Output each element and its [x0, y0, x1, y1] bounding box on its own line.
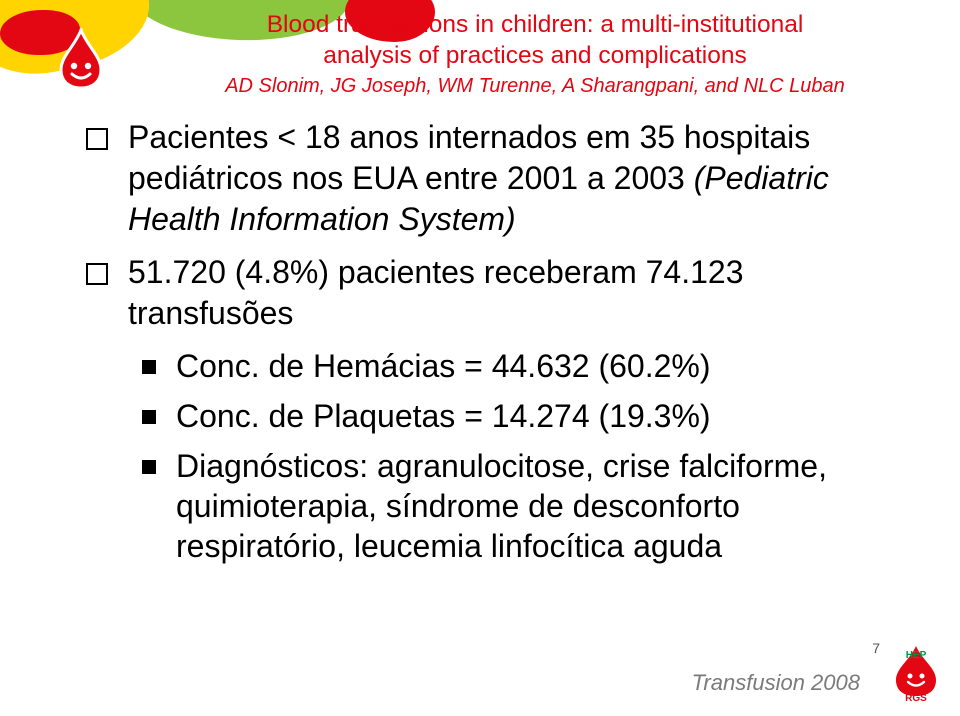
bullet-l1: Pacientes < 18 anos internados em 35 hos… [80, 117, 900, 240]
hep-rgs-logo-icon: HEP RGS [886, 644, 946, 702]
title-line-1: Blood transfusions in children: a multi-… [200, 10, 870, 41]
bullet-text: Diagnósticos: agranulocitose, crise falc… [176, 448, 827, 564]
bullet-l2: Conc. de Hemácias = 44.632 (60.2%) [80, 346, 900, 386]
logo-bottom-label: RGS [905, 693, 927, 702]
page-number: 7 [872, 640, 880, 656]
authors-line: AD Slonim, JG Joseph, WM Turenne, A Shar… [200, 73, 870, 99]
logo-top-label: HEP [906, 650, 927, 661]
bullet-list: Pacientes < 18 anos internados em 35 hos… [80, 117, 900, 566]
bullet-l2: Diagnósticos: agranulocitose, crise falc… [80, 446, 900, 566]
bullet-text: 51.720 (4.8%) pacientes receberam 74.123… [128, 254, 744, 331]
title-block: Blood transfusions in children: a multi-… [200, 10, 870, 99]
slide-content: Blood transfusions in children: a multi-… [0, 0, 960, 716]
bullet-text: Conc. de Hemácias = 44.632 (60.2%) [176, 348, 711, 384]
bullet-text: Conc. de Plaquetas = 14.274 (19.3%) [176, 398, 711, 434]
bullet-l1: 51.720 (4.8%) pacientes receberam 74.123… [80, 252, 900, 334]
title-line-2: analysis of practices and complications [200, 41, 870, 72]
footer-reference: Transfusion 2008 [692, 670, 860, 696]
bullet-l2: Conc. de Plaquetas = 14.274 (19.3%) [80, 396, 900, 436]
